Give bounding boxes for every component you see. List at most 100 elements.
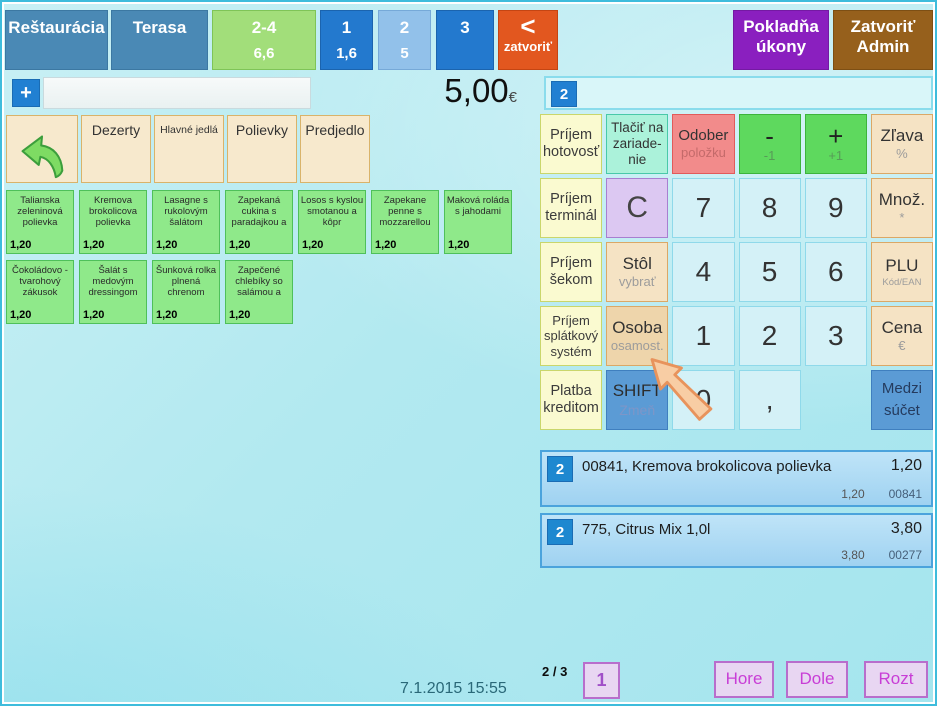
key-2[interactable]: 2: [738, 306, 801, 366]
receive-terminal-button[interactable]: Príjem terminál: [540, 178, 603, 238]
quantity-field[interactable]: 2: [544, 76, 933, 110]
back-chevron-icon: <: [520, 11, 536, 41]
close-table-label: zatvoriť: [503, 39, 553, 54]
table-select-label: Stôl: [622, 254, 652, 273]
receive-installment-button[interactable]: Príjem splátkový systém: [540, 306, 603, 366]
table-number: 2-4: [251, 18, 277, 37]
product-button[interactable]: Zapekane penne s mozzarellou 1,20: [371, 190, 439, 254]
key-0[interactable]: 0: [672, 370, 735, 430]
discount-button[interactable]: Zľava %: [870, 114, 933, 174]
tab-restauracia[interactable]: Reštaurácia: [5, 10, 108, 70]
remove-item-sub: položku: [681, 145, 726, 161]
keypad-spacer: [805, 370, 867, 430]
tab-terasa[interactable]: Terasa: [111, 10, 208, 70]
close-admin-button[interactable]: Zatvoriť Admin: [833, 10, 933, 70]
category-polievky[interactable]: Polievky: [227, 115, 297, 183]
order-item[interactable]: 2 775, Citrus Mix 1,0l 3,80 3,80 00277: [540, 513, 933, 568]
product-price: 1,20: [156, 309, 178, 322]
page-button-1[interactable]: 1: [583, 662, 620, 699]
receive-cash-button[interactable]: Príjem hotovosť: [540, 114, 603, 174]
plu-label: PLU: [885, 256, 919, 276]
order-qty-badge: 2: [547, 519, 573, 545]
key-8[interactable]: 8: [738, 178, 801, 238]
order-item-desc: 775, Citrus Mix 1,0l: [582, 521, 711, 538]
product-price: 1,20: [10, 239, 32, 252]
key-7[interactable]: 7: [672, 178, 735, 238]
order-item-subprice: 1,20: [841, 487, 865, 501]
category-predjedlo[interactable]: Predjedlo: [300, 115, 370, 183]
back-button[interactable]: [6, 115, 78, 183]
nav-dole-button[interactable]: Dole: [786, 661, 848, 698]
table-amount: 5: [400, 45, 409, 62]
shift-button[interactable]: SHIFT Zmeň: [606, 370, 669, 430]
key-comma[interactable]: ,: [738, 370, 801, 430]
product-button[interactable]: Maková roláda s jahodami 1,20: [444, 190, 512, 254]
product-price: 1,20: [83, 309, 105, 322]
credit-payment-button[interactable]: Platba kreditom: [540, 370, 603, 430]
product-price: 1,20: [375, 239, 397, 252]
product-button[interactable]: Talianska zeleninová polievka 1,20: [6, 190, 74, 254]
key-3[interactable]: 3: [804, 306, 867, 366]
code-input[interactable]: [43, 77, 311, 109]
add-button[interactable]: +: [12, 79, 40, 107]
key-5[interactable]: 5: [738, 242, 801, 302]
product-name: Zapečené chlebíky so salámou a: [235, 265, 283, 299]
product-price: 1,20: [229, 309, 251, 322]
key-4[interactable]: 4: [672, 242, 735, 302]
key-1[interactable]: 1: [672, 306, 735, 366]
product-button[interactable]: Zapečené chlebíky so salámou a 1,20: [225, 260, 293, 324]
quantity-label: Množ.: [878, 190, 926, 209]
product-button[interactable]: Čokoládovo - tvarohový zákusok 1,20: [6, 260, 74, 324]
person-button[interactable]: Osoba osamost.: [606, 306, 669, 366]
clear-button[interactable]: C: [606, 178, 669, 238]
person-sub: osamost.: [610, 338, 664, 354]
product-button[interactable]: Šunková rolka plnená chrenom 1,20: [152, 260, 220, 324]
key-6[interactable]: 6: [804, 242, 867, 302]
product-grid: Talianska zeleninová polievka 1,20 Kremov…: [6, 190, 518, 330]
close-table-button[interactable]: < zatvoriť: [498, 10, 558, 70]
shift-label: SHIFT: [612, 381, 662, 401]
table-button-1[interactable]: 1 1,6: [320, 10, 373, 70]
asterisk-icon: *: [899, 210, 905, 226]
price-button[interactable]: Cena €: [870, 306, 933, 366]
minus-button[interactable]: - -1: [738, 114, 801, 174]
nav-rozt-button[interactable]: Rozt: [864, 661, 928, 698]
product-button[interactable]: Lasagne s rukolovým šalátom 1,20: [152, 190, 220, 254]
subtotal-button[interactable]: Medzi súčet: [870, 370, 933, 430]
receive-check-button[interactable]: Príjem šekom: [540, 242, 603, 302]
plu-button[interactable]: PLU Kód/EAN: [870, 242, 933, 302]
product-button[interactable]: Šalát s medovým dressingom 1,20: [79, 260, 147, 324]
total-display: 5,00€: [372, 72, 517, 112]
remove-item-button[interactable]: Odober položku: [672, 114, 735, 174]
order-item[interactable]: 2 00841, Kremova brokolicova polievka 1,…: [540, 450, 933, 507]
category-dezerty[interactable]: Dezerty: [81, 115, 151, 183]
order-item-code: 00841: [888, 487, 922, 501]
table-button-3[interactable]: 3: [436, 10, 494, 70]
product-price: 1,20: [10, 309, 32, 322]
plus-icon: +: [828, 120, 844, 151]
order-item-subprice: 3,80: [841, 548, 865, 562]
key-9[interactable]: 9: [804, 178, 867, 238]
table-amount: 1,6: [336, 45, 357, 62]
table-select-sub: vybrať: [618, 274, 656, 290]
product-button[interactable]: Losos s kyslou smotanou a kôpr 1,20: [298, 190, 366, 254]
table-select-button[interactable]: Stôl vybrať: [606, 242, 669, 302]
table-button-2-4[interactable]: 2-4 6,6: [212, 10, 316, 70]
category-hlavne-jedla[interactable]: Hlavné jedlá: [154, 115, 224, 183]
cash-actions-button[interactable]: Pokladňa úkony: [733, 10, 829, 70]
product-button[interactable]: Zapekaná cukina s paradajkou a 1,20: [225, 190, 293, 254]
product-button[interactable]: Kremova brokolicova polievka 1,20: [79, 190, 147, 254]
product-name: Kremova brokolicova polievka: [88, 195, 138, 229]
order-item-code: 00277: [888, 548, 922, 562]
order-item-desc: 00841, Kremova brokolicova polievka: [582, 458, 832, 475]
product-name: Zapekane penne s mozzarellou: [379, 195, 431, 229]
nav-hore-button[interactable]: Hore: [714, 661, 774, 698]
table-number: 1: [341, 18, 352, 37]
plus-one-button[interactable]: + +1: [804, 114, 867, 174]
print-device-button[interactable]: Tlačiť na zariade- nie: [606, 114, 669, 174]
table-amount: 6,6: [253, 45, 275, 62]
quantity-badge: 2: [551, 81, 577, 107]
order-qty-badge: 2: [547, 456, 573, 482]
table-button-2[interactable]: 2 5: [378, 10, 431, 70]
quantity-button[interactable]: Množ. *: [870, 178, 933, 238]
